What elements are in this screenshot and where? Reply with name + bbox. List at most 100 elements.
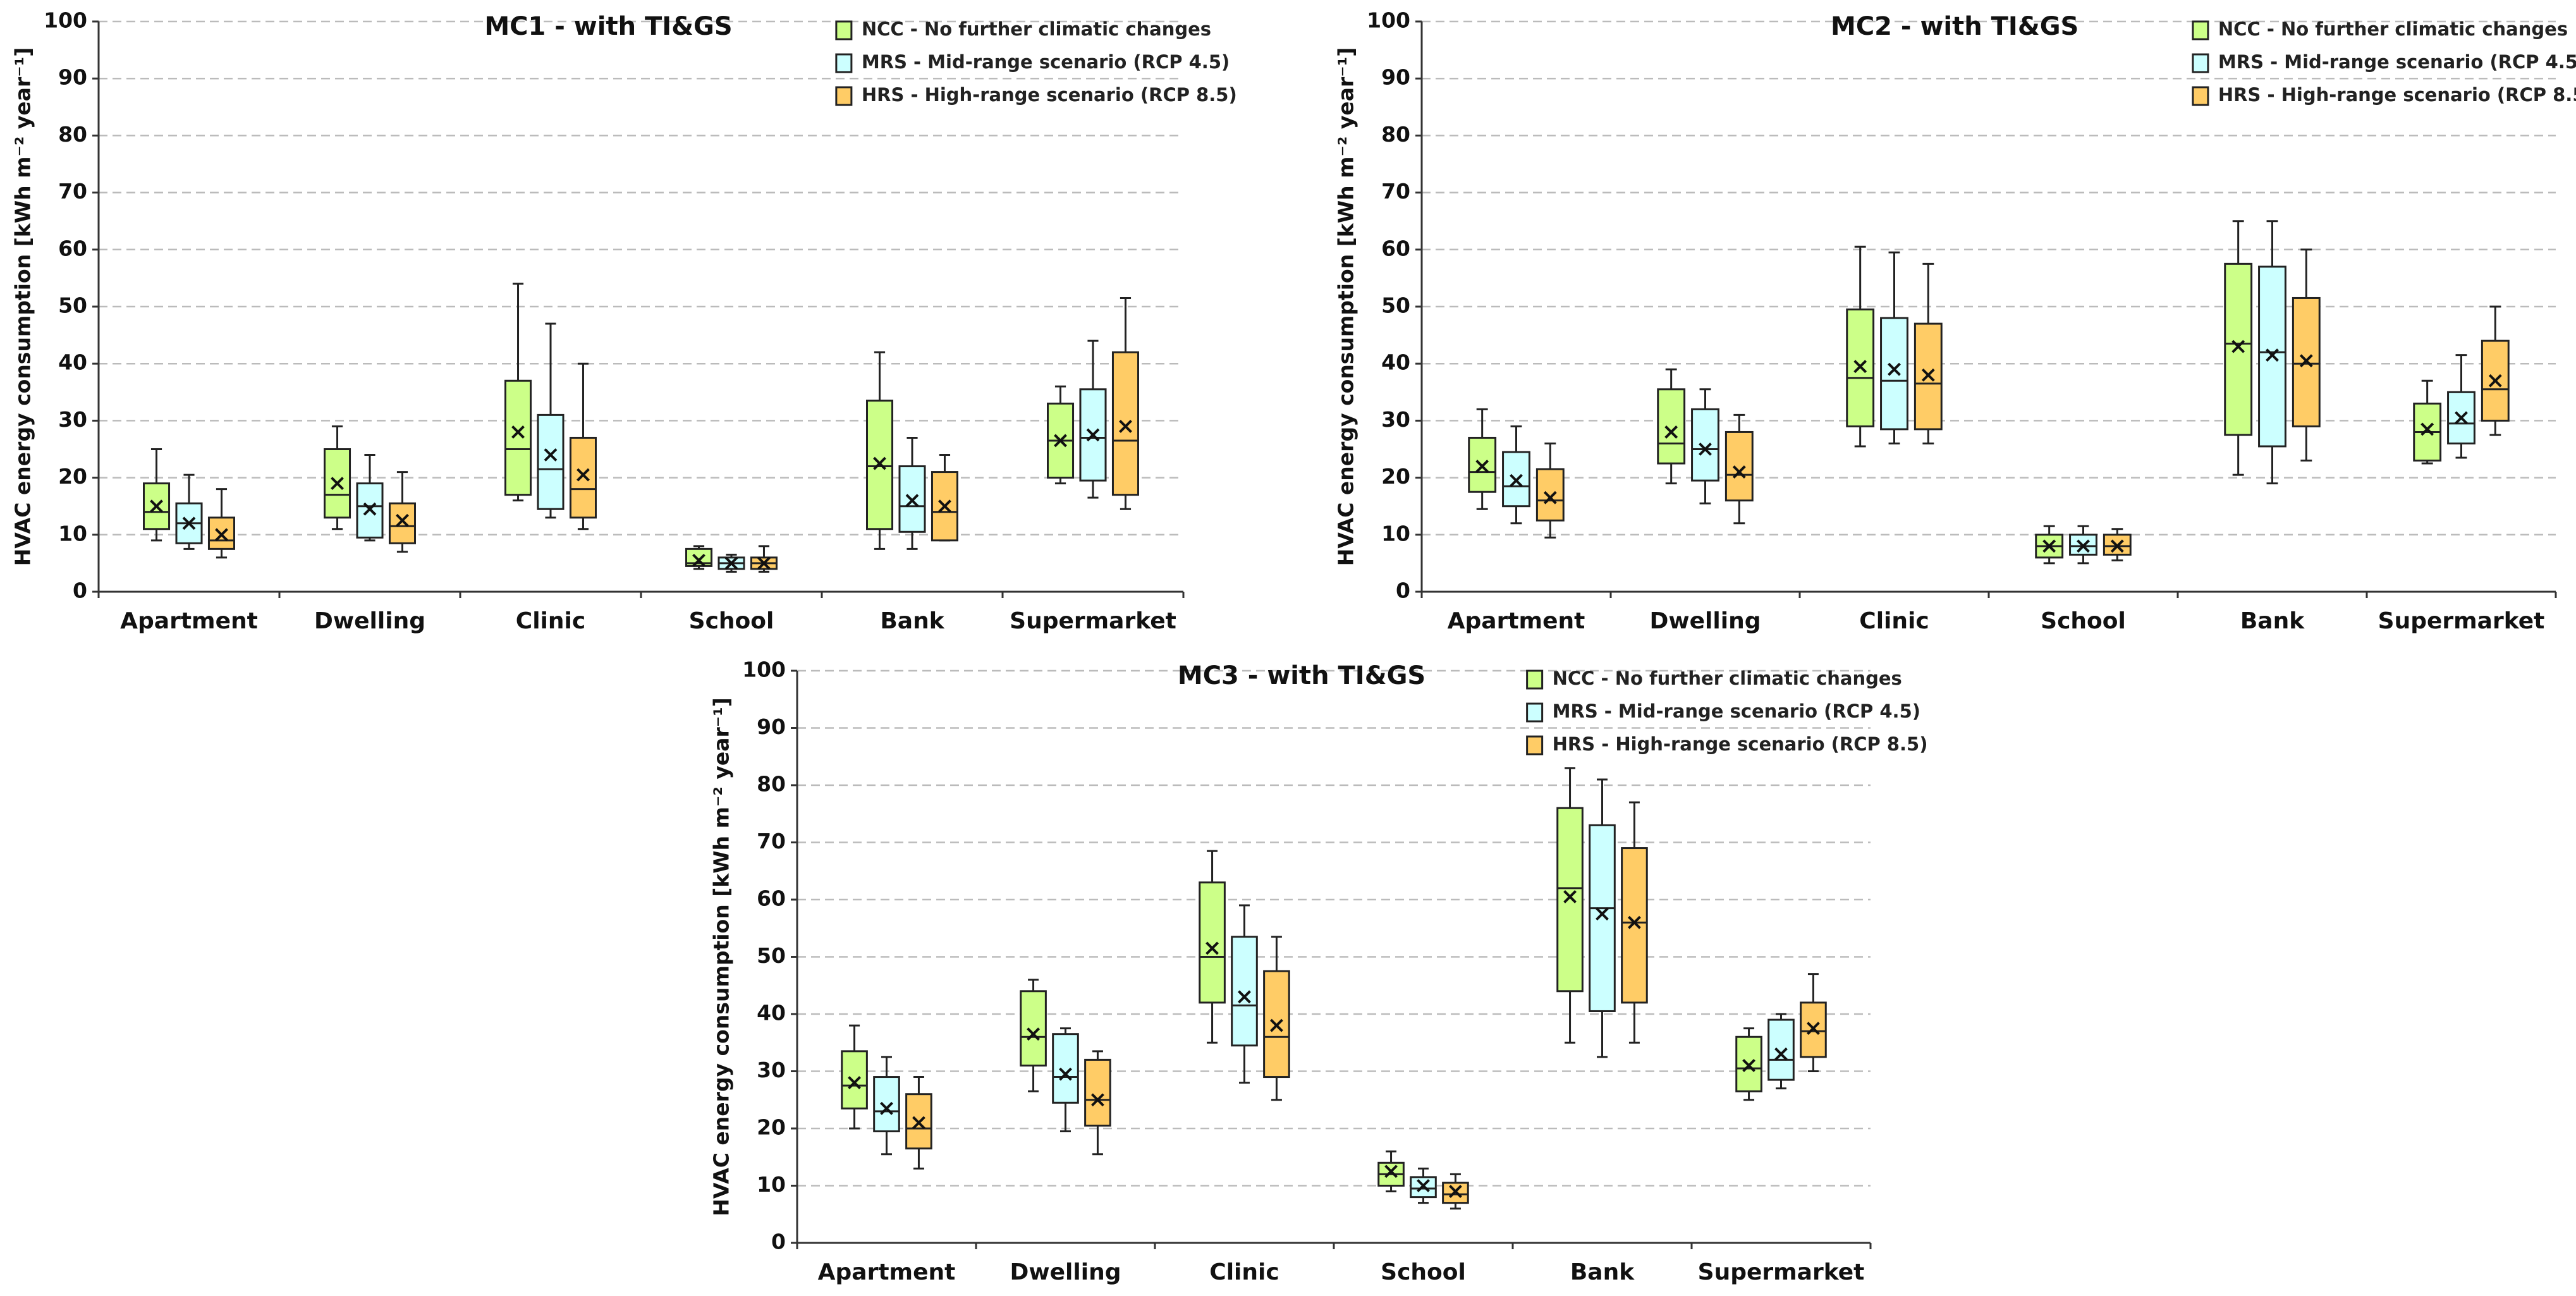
chart-panel: 0 10 20 30 40 50 60 70 80 90 100 HVAC energy consum…	[11, 8, 1237, 635]
box	[569, 436, 597, 519]
box	[1535, 468, 1565, 522]
chart-panel: 0 10 20 30 40 50 60 70 80 90 100 HVAC energy consum…	[709, 657, 1928, 1286]
legend-label: NCC - No further climatic changes	[1553, 668, 1902, 689]
mean-marker	[1270, 1018, 1283, 1032]
box	[1111, 351, 1139, 496]
legend-swatch	[2192, 86, 2209, 106]
legend-label: NCC - No further climatic changes	[2218, 18, 2568, 40]
legend-label: HRS - High-range scenario (RCP 8.5)	[1553, 733, 1928, 755]
box	[1410, 1176, 1437, 1199]
y-tick-label: 50	[58, 293, 87, 318]
y-tick-label: 0	[73, 578, 87, 603]
y-tick-label: 90	[1381, 65, 1410, 90]
mean-marker	[938, 499, 951, 513]
mean-marker	[2077, 539, 2090, 553]
box	[841, 1050, 868, 1110]
mean-marker	[912, 1116, 925, 1130]
legend-swatch	[2192, 53, 2209, 73]
legend-label: MRS - Mid-range scenario (RCP 4.5)	[1553, 700, 1920, 722]
y-tick-label: 30	[757, 1058, 786, 1082]
box	[1621, 847, 1648, 1004]
mean-marker	[215, 528, 228, 542]
x-tick-label: School	[1381, 1259, 1466, 1285]
chart-title: MC3 - with TI&GS	[1178, 661, 1425, 690]
mean-marker	[396, 513, 409, 527]
y-tick-label: 100	[1367, 8, 1410, 33]
y-tick-label: 100	[44, 8, 87, 33]
mean-marker	[331, 477, 344, 491]
box	[1556, 807, 1584, 993]
mean-marker	[1091, 1093, 1104, 1107]
y-tick-label: 30	[1381, 407, 1410, 432]
mean-marker	[2488, 374, 2502, 388]
mean-marker	[1596, 907, 1609, 921]
box	[1657, 388, 1686, 465]
y-tick-label: 50	[1381, 293, 1410, 318]
mean-marker	[2231, 339, 2245, 353]
y-tick-label: 20	[757, 1115, 786, 1140]
box	[1199, 881, 1226, 1004]
legend-label: HRS - High-range scenario (RCP 8.5)	[862, 84, 1237, 106]
box	[1052, 1033, 1079, 1104]
chart-title: MC2 - with TI&GS	[1831, 12, 2079, 41]
legend-swatch	[1526, 669, 1544, 690]
y-tick-label: 50	[757, 943, 786, 968]
y-tick-label: 0	[771, 1230, 786, 1254]
box	[873, 1076, 900, 1133]
x-tick-label: Apartment	[1448, 608, 1585, 634]
y-tick-label: 10	[58, 521, 87, 546]
x-tick-label: Dwelling	[314, 608, 425, 634]
mean-marker	[1206, 941, 1219, 955]
mean-marker	[2299, 354, 2313, 368]
mean-marker	[544, 448, 558, 462]
legend-label: MRS - Mid-range scenario (RCP 4.5)	[862, 51, 1230, 73]
y-axis-label: HVAC energy consumption [kWh m⁻² year⁻¹]	[709, 697, 734, 1216]
box	[2224, 262, 2253, 436]
mean-marker	[2455, 411, 2468, 425]
y-tick-label: 40	[58, 350, 87, 375]
y-tick-label: 0	[1396, 578, 1410, 603]
y-tick-label: 80	[58, 122, 87, 147]
y-tick-label: 60	[58, 236, 87, 260]
y-tick-label: 70	[1381, 179, 1410, 204]
mean-marker	[1853, 360, 1867, 374]
mean-marker	[1699, 443, 1712, 456]
mean-marker	[1238, 990, 1251, 1004]
mean-marker	[757, 556, 771, 570]
legend-swatch	[835, 53, 853, 73]
mean-marker	[905, 494, 919, 508]
x-tick-label: School	[689, 608, 774, 634]
mean-marker	[2110, 539, 2124, 553]
x-tick-label: Supermarket	[1010, 608, 1176, 634]
x-tick-label: Apartment	[818, 1259, 956, 1285]
box	[1880, 317, 1908, 431]
legend-swatch	[2192, 20, 2209, 40]
mean-marker	[150, 499, 163, 513]
mean-marker	[1086, 428, 1100, 442]
y-tick-label: 20	[58, 464, 87, 489]
mean-marker	[1059, 1067, 1072, 1081]
y-tick-label: 80	[1381, 122, 1410, 147]
chart-title: MC1 - with TI&GS	[484, 12, 732, 41]
box	[1724, 431, 1754, 502]
y-tick-label: 90	[58, 65, 87, 90]
mean-marker	[1742, 1059, 1755, 1072]
y-axis-label: HVAC energy consumption [kWh m⁻² year⁻¹]	[1334, 47, 1358, 566]
x-tick-label: Bank	[880, 608, 944, 634]
mean-marker	[1417, 1179, 1430, 1192]
y-tick-label: 40	[1381, 350, 1410, 375]
y-tick-label: 90	[757, 714, 786, 739]
y-tick-label: 70	[757, 829, 786, 853]
mean-marker	[1054, 434, 1067, 448]
mean-marker	[848, 1076, 861, 1090]
mean-marker	[1664, 425, 1678, 439]
legend-swatch	[835, 20, 853, 40]
mean-marker	[1807, 1022, 1820, 1036]
x-tick-label: Bank	[2240, 608, 2305, 634]
chart-panel: 0 10 20 30 40 50 60 70 80 90 100 HVAC energy consum…	[1334, 8, 2576, 635]
y-tick-label: 100	[742, 657, 786, 682]
x-tick-label: Clinic	[1859, 608, 1929, 634]
mean-marker	[182, 517, 196, 530]
box	[1231, 936, 1258, 1047]
box	[1691, 408, 1719, 482]
